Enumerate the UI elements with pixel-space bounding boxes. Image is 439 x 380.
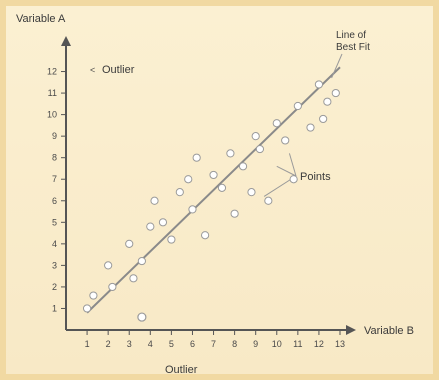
y-axis-arrow <box>61 36 71 46</box>
data-point <box>108 282 117 292</box>
data-point <box>251 132 260 141</box>
x-tick-label: 10 <box>272 339 282 349</box>
x-tick-label: 1 <box>85 339 90 349</box>
data-point <box>137 256 146 266</box>
line-of-best-fit-annotation: Line of Best Fit <box>336 30 370 53</box>
y-tick-label: 9 <box>52 131 57 141</box>
data-point <box>209 170 218 180</box>
y-axis-label: Variable A <box>16 13 66 25</box>
data-point <box>175 188 184 197</box>
data-point <box>331 88 340 98</box>
x-tick-label: 8 <box>232 339 237 349</box>
x-tick-label: 13 <box>335 339 345 349</box>
data-point <box>293 101 302 111</box>
data-point <box>89 291 98 300</box>
data-point <box>125 239 134 248</box>
line-callout <box>331 53 343 79</box>
data-point <box>104 261 113 270</box>
data-point <box>217 183 227 192</box>
outlier-marker: < <box>90 65 95 75</box>
x-tick-label: 3 <box>127 339 132 349</box>
data-point <box>323 97 332 106</box>
data-point <box>188 205 197 214</box>
x-tick-label: 5 <box>169 339 174 349</box>
line-label-part: Best Fit <box>336 42 370 53</box>
y-tick-label: 11 <box>48 88 57 98</box>
y-tick-label: 6 <box>52 196 57 206</box>
data-point <box>192 153 201 162</box>
line-of-best-fit <box>86 66 341 314</box>
data-point <box>226 149 235 158</box>
data-point <box>314 80 324 89</box>
data-point <box>255 144 265 154</box>
data-point <box>150 196 159 205</box>
data-point <box>264 196 273 205</box>
x-tick-label: 6 <box>190 339 195 349</box>
data-point <box>129 274 138 283</box>
y-tick-label: 12 <box>47 67 57 77</box>
data-point <box>158 218 168 227</box>
data-point <box>306 123 315 132</box>
outlier-annotation: Outlier <box>102 64 135 76</box>
data-point <box>272 119 281 128</box>
y-tick-label: 7 <box>52 174 57 184</box>
data-point <box>238 162 248 171</box>
data-point <box>247 188 256 197</box>
y-tick-label: 5 <box>52 217 57 227</box>
x-axis-arrow <box>346 325 356 335</box>
data-point <box>319 114 328 124</box>
y-tick-label: 3 <box>52 260 57 270</box>
points-callout-line <box>276 165 297 177</box>
x-tick-label: 11 <box>293 339 302 349</box>
data-point <box>289 175 298 184</box>
data-point <box>201 231 210 240</box>
y-tick-label: 8 <box>52 153 57 163</box>
data-point <box>281 136 290 145</box>
x-axis-caption: Outlier <box>165 364 198 376</box>
data-point <box>184 175 193 184</box>
x-tick-label: 7 <box>211 339 216 349</box>
data-point <box>146 222 155 231</box>
y-tick-label: 10 <box>47 110 57 120</box>
line-label-part: Line of <box>336 30 366 41</box>
x-tick-label: 2 <box>106 339 111 349</box>
x-tick-label: 4 <box>148 339 153 349</box>
x-tick-label: 9 <box>253 339 258 349</box>
points-annotation: Points <box>300 171 331 183</box>
points-callout-line <box>288 153 297 177</box>
data-point <box>167 235 176 244</box>
x-axis-label: Variable B <box>364 325 414 337</box>
x-tick-label: 12 <box>314 339 324 349</box>
y-tick-label: 2 <box>52 282 57 292</box>
data-point <box>230 209 239 218</box>
data-point <box>82 304 92 313</box>
y-tick-label: 1 <box>52 303 57 313</box>
y-tick-label: 4 <box>52 239 57 249</box>
outlier-point <box>137 312 147 322</box>
